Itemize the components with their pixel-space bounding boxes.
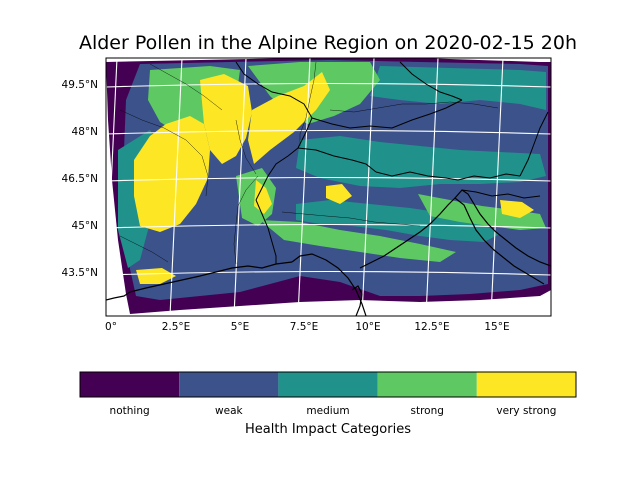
colorbar-swatch: [278, 372, 378, 397]
parallel-line: [106, 176, 551, 182]
border-austria-hungary: [519, 111, 549, 177]
pollen-region: [200, 74, 252, 164]
coastline-spain: [106, 291, 131, 301]
river-saone: [235, 119, 257, 175]
colorbar-label: nothing: [110, 405, 150, 417]
coastline-istria-croatia: [454, 189, 551, 267]
lon-tick-labels: 0° 2.5°E 5°E 7.5°E 10°E 12.5°E 15°E: [105, 321, 510, 333]
map-panel: 49.5°N 48°N 46.5°N 45°N 43.5°N 0° 2.5°E …: [62, 57, 552, 333]
pollen-field: [106, 58, 551, 314]
river-po: [281, 211, 421, 227]
border-france-germany: [235, 61, 313, 149]
border-france-italy: [255, 199, 277, 264]
meridian-line: [361, 58, 375, 316]
river-seine: [149, 63, 223, 111]
border-france-switzerland: [255, 147, 299, 201]
border-austria-italy: [375, 171, 459, 181]
lon-tick-label: 5°E: [231, 321, 250, 333]
lat-tick-label: 49.5°N: [62, 79, 98, 91]
colorbar-swatch: [476, 372, 576, 397]
border-czech-germany: [399, 61, 463, 101]
colorbar: nothing weak medium strong very strong H…: [79, 371, 577, 437]
parallel-line: [106, 82, 551, 88]
river-loire: [119, 109, 209, 197]
coastlines: [106, 189, 551, 316]
lon-tick-label: 2.5°E: [162, 321, 191, 333]
lat-tick-labels: 49.5°N 48°N 46.5°N 45°N 43.5°N: [62, 79, 98, 279]
pollen-region: [326, 184, 352, 204]
lon-tick-label: 15°E: [484, 321, 509, 333]
meridian-line: [297, 58, 311, 316]
colorbar-labels: nothing weak medium strong very strong: [110, 405, 557, 417]
pollen-region: [296, 136, 546, 188]
lon-tick-label: 10°E: [355, 321, 380, 333]
river-danube: [329, 101, 499, 113]
gridlines: [106, 58, 551, 316]
pollen-region: [136, 268, 176, 284]
colorbar-swatch: [179, 372, 279, 397]
colorbar-frame: [79, 371, 577, 398]
meridian-line: [425, 58, 439, 316]
lon-tick-label: 7.5°E: [290, 321, 319, 333]
meridian-line: [233, 58, 247, 316]
border-germany-austria: [311, 99, 463, 129]
coastline-italy-tyrrhenian: [291, 253, 367, 316]
lat-tick-label: 46.5°N: [62, 173, 98, 185]
lon-tick-label: 12.5°E: [414, 321, 449, 333]
lat-tick-label: 45°N: [72, 220, 98, 232]
colorbar-label: very strong: [496, 405, 556, 417]
pollen-region: [500, 200, 534, 218]
river-garonne: [119, 235, 169, 263]
pollen-region: [296, 200, 500, 242]
border-switzerland-italy: [297, 147, 377, 173]
coastline-corsica: [351, 285, 363, 316]
lon-tick-label: 0°: [105, 321, 117, 333]
colorbar-swatch: [80, 372, 180, 397]
parallel-line: [106, 270, 551, 276]
lat-tick-label: 48°N: [72, 126, 98, 138]
country-borders: [235, 61, 549, 264]
parallel-line: [106, 129, 551, 135]
border-slovenia-croatia: [461, 189, 541, 199]
figure-title: Alder Pollen in the Alpine Region on 202…: [79, 32, 577, 54]
colorbar-label: medium: [306, 405, 349, 417]
colorbar-swatches: [80, 372, 576, 397]
lat-tick-label: 43.5°N: [62, 267, 98, 279]
pollen-region: [260, 220, 456, 262]
river-rhone: [233, 175, 259, 265]
colorbar-label: strong: [410, 405, 443, 417]
meridian-line: [106, 58, 118, 307]
coastline-adriatic: [359, 197, 545, 285]
coastline-gulf-of-lion: [129, 261, 293, 293]
colorbar-title: Health Impact Categories: [245, 422, 411, 437]
border-austria-slovenia: [457, 173, 521, 181]
pollen-region: [248, 72, 330, 164]
colorbar-label: weak: [215, 405, 243, 417]
colorbar-swatch: [377, 372, 477, 397]
river-rhine: [299, 61, 317, 146]
rivers: [119, 61, 499, 265]
map-frame: [105, 57, 552, 317]
